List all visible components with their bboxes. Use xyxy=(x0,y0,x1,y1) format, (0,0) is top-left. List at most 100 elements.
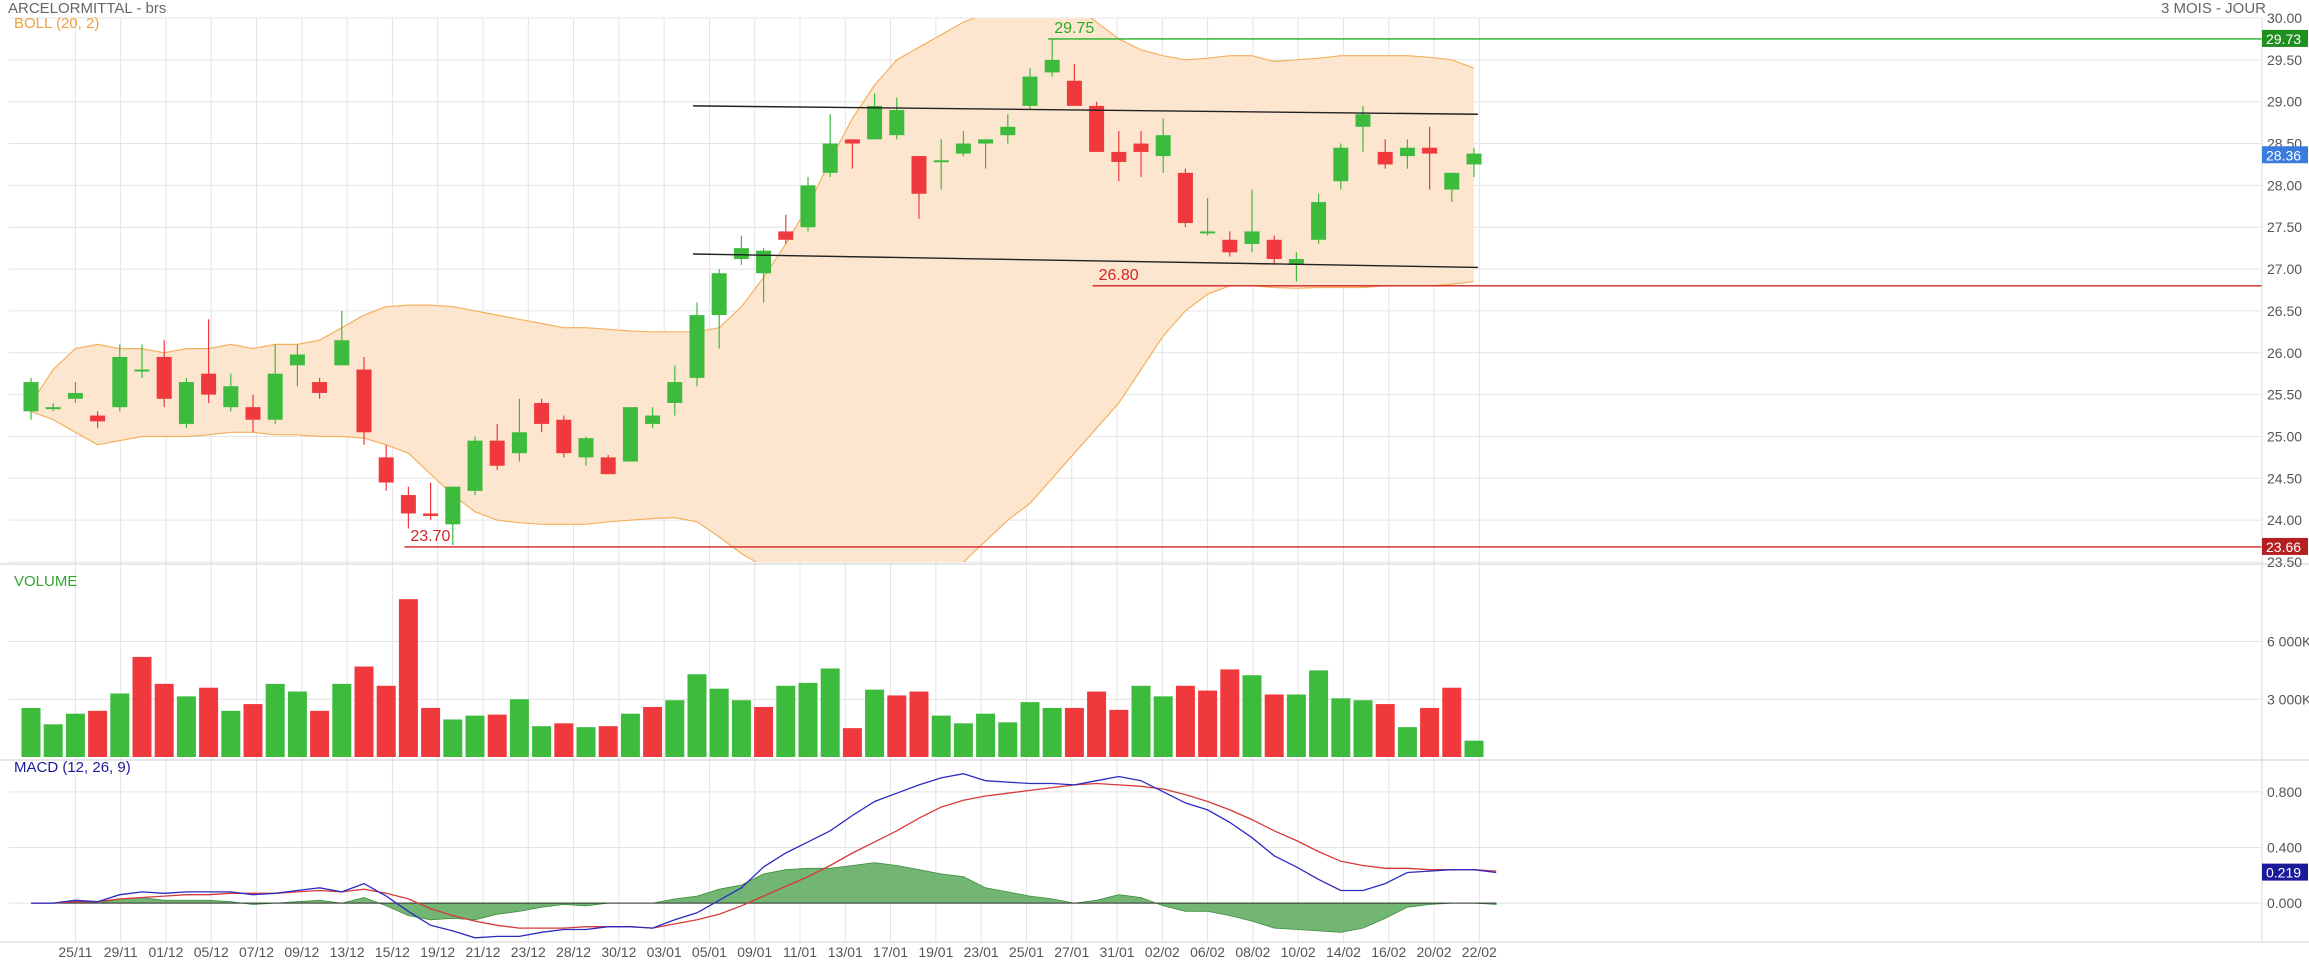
volume-bar xyxy=(1353,700,1373,757)
volume-bar xyxy=(532,726,552,757)
price-tick-label: 24.00 xyxy=(2267,512,2302,528)
candle-body xyxy=(1155,135,1171,157)
volume-bar xyxy=(909,691,929,757)
macd-tick-label: 0.000 xyxy=(2267,895,2302,911)
macd-lines xyxy=(31,773,1497,939)
candle-body xyxy=(667,382,683,403)
x-tick-label: 13/01 xyxy=(828,944,863,960)
volume-bar xyxy=(487,714,507,757)
x-tick-label: 17/01 xyxy=(873,944,908,960)
volume-bar xyxy=(887,695,907,757)
candle-body xyxy=(756,250,772,274)
volume-bar xyxy=(199,687,219,757)
candle-body xyxy=(201,373,217,395)
price-tick-label: 25.50 xyxy=(2267,387,2302,403)
volume-bar xyxy=(1064,707,1084,757)
volume-bar xyxy=(953,723,973,757)
volume-bar xyxy=(754,706,774,757)
macd-histogram xyxy=(31,862,1497,933)
candle-body xyxy=(1333,147,1349,182)
macd-tick-label: 0.400 xyxy=(2267,839,2302,855)
candle-body xyxy=(400,495,416,514)
volume-bar xyxy=(931,715,951,757)
level-price-tag-text: 23.66 xyxy=(2266,539,2301,555)
volume-bar xyxy=(842,728,862,757)
volume-bar xyxy=(21,707,41,757)
volume-bar xyxy=(1464,740,1484,757)
x-tick-label: 23/01 xyxy=(964,944,999,960)
candle-body xyxy=(822,143,838,173)
price-tick-label: 28.00 xyxy=(2267,177,2302,193)
period-label: 3 MOIS - JOUR xyxy=(2160,0,2266,17)
volume-bar xyxy=(1397,727,1417,757)
x-tick-label: 30/12 xyxy=(601,944,636,960)
level-price-tag xyxy=(2262,537,2308,555)
x-tick-label: 28/12 xyxy=(556,944,591,960)
level-price-tag xyxy=(2262,29,2308,47)
candle-body xyxy=(1222,239,1238,253)
x-tick-label: 13/12 xyxy=(330,944,365,960)
candle-body xyxy=(356,369,372,433)
x-tick-label: 14/02 xyxy=(1326,944,1361,960)
instrument-title: ARCELORMITTAL - brs xyxy=(8,0,167,17)
x-tick-label: 15/12 xyxy=(375,944,410,960)
candle-body xyxy=(1089,105,1105,152)
volume-bar xyxy=(1042,707,1062,757)
price-tick-label: 29.00 xyxy=(2267,94,2302,110)
x-tick-label: 22/02 xyxy=(1462,944,1497,960)
candle-body xyxy=(156,356,172,399)
volume-bar xyxy=(421,707,441,757)
x-tick-label: 06/02 xyxy=(1190,944,1225,960)
level-price-tag-text: 29.73 xyxy=(2266,31,2301,47)
candle-body xyxy=(67,392,83,399)
candle-body xyxy=(645,415,661,424)
price-tick-label: 26.50 xyxy=(2267,303,2302,319)
volume-bar xyxy=(976,713,996,757)
volume-bar xyxy=(820,668,840,757)
macd-value-tag xyxy=(2262,863,2308,881)
volume-bar xyxy=(1309,670,1329,757)
level-label: 23.70 xyxy=(410,528,450,545)
price-tick-label: 24.50 xyxy=(2267,470,2302,486)
volume-tick-label: 6 000K xyxy=(2267,634,2309,650)
volume-bar xyxy=(1375,704,1395,757)
x-tick-label: 23/12 xyxy=(511,944,546,960)
volume-bar xyxy=(176,696,196,757)
x-tick-label: 16/02 xyxy=(1371,944,1406,960)
x-tick-label: 09/12 xyxy=(284,944,319,960)
x-tick-label: 25/01 xyxy=(1009,944,1044,960)
macd-line xyxy=(31,773,1497,939)
axes: 25/11 29/11 01/12 05/12 07/12 09/12 13/12 15/12… xyxy=(0,10,2309,960)
x-tick-label: 11/01 xyxy=(783,944,817,960)
volume-bar xyxy=(88,710,108,757)
x-tick-label: 01/12 xyxy=(148,944,183,960)
macd-label: MACD (12, 26, 9) xyxy=(14,759,131,776)
candle-body xyxy=(1422,147,1438,154)
volume-bar xyxy=(798,682,818,757)
volume-bar xyxy=(1020,702,1040,757)
candle-body xyxy=(112,356,128,408)
volume-bar xyxy=(1442,687,1462,757)
candle-body xyxy=(911,156,927,194)
candle-body xyxy=(1177,172,1193,224)
macd-value-tag-text: 0.219 xyxy=(2266,865,2301,881)
candle-body xyxy=(1200,231,1216,234)
candle-body xyxy=(1377,151,1393,165)
boll-label: BOLL (20, 2) xyxy=(14,15,100,32)
x-tick-label: 19/12 xyxy=(420,944,455,960)
x-tick-label: 10/02 xyxy=(1281,944,1316,960)
candle-body xyxy=(267,373,283,420)
volume-bar xyxy=(554,723,574,757)
price-tick-label: 26.00 xyxy=(2267,345,2302,361)
candle-body xyxy=(245,407,261,420)
price-tick-label: 23.50 xyxy=(2267,554,2302,570)
candle-body xyxy=(489,440,505,466)
x-tick-label: 27/01 xyxy=(1054,944,1089,960)
volume-bar xyxy=(865,689,885,757)
volume-bar xyxy=(687,674,707,757)
candle-body xyxy=(378,457,394,483)
volume-bar xyxy=(287,691,307,757)
volume-bar xyxy=(465,715,485,757)
